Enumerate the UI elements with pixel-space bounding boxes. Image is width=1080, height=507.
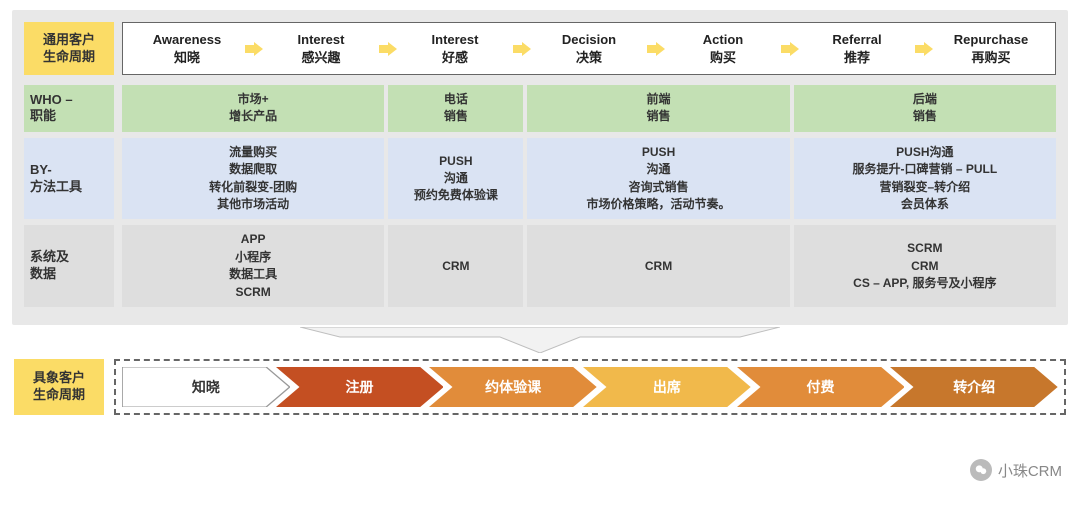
arrow-right-icon [513,41,531,57]
chevron-step: 约体验课 [429,367,597,407]
stage: Interest感兴趣 [263,31,379,66]
who-row-label: WHO – 职能 [24,85,114,132]
wechat-icon [970,459,992,481]
arrow-right-icon [245,41,263,57]
top-panel: 通用客户 生命周期 Awareness知晓 Interest感兴趣 Interest… [12,10,1068,325]
data-cell: PUSH沟通预约免费体验课 [388,138,523,220]
chevron-step: 注册 [276,367,444,407]
watermark-text: 小珠CRM [998,460,1062,481]
data-cell: 市场+增长产品 [122,85,384,132]
chevron-step: 出席 [583,367,751,407]
chevron-step: 知晓 [122,367,290,407]
arrow-right-icon [915,41,933,57]
arrow-right-icon [379,41,397,57]
data-cell: 电话销售 [388,85,523,132]
stage: Repurchase再购买 [933,31,1049,66]
stage: Interest好感 [397,31,513,66]
arrow-right-icon [781,41,799,57]
data-cell: SCRMCRMCS – APP, 服务号及小程序 [794,225,1056,307]
chevron-step: 转介绍 [890,367,1058,407]
concrete-lifecycle-row: 具象客户 生命周期 知晓注册约体验课出席付费转介绍 [12,359,1068,415]
stages-container: Awareness知晓 Interest感兴趣 Interest好感 Decision… [122,22,1056,75]
data-cell: CRM [388,225,523,307]
connector-arrow [12,327,1068,353]
stage: Referral推荐 [799,31,915,66]
watermark: 小珠CRM [970,459,1062,481]
chevron-step: 付费 [737,367,905,407]
stage: Awareness知晓 [129,31,245,66]
data-cell: 前端销售 [527,85,789,132]
stage: Action购买 [665,31,781,66]
chevron-container: 知晓注册约体验课出席付费转介绍 [114,359,1066,415]
sys-row-label: 系统及 数据 [24,225,114,307]
lifecycle-header-row: 通用客户 生命周期 Awareness知晓 Interest感兴趣 Interest… [24,22,1056,75]
data-cell: CRM [527,225,789,307]
arrow-right-icon [647,41,665,57]
data-cell: PUSH沟通服务提升-口碑营销 – PULL营销裂变–转介绍会员体系 [794,138,1056,220]
by-row: BY- 方法工具 流量购买数据爬取转化前裂变-团购其他市场活动PUSH沟通预约免… [24,138,1056,220]
concrete-lifecycle-label: 具象客户 生命周期 [14,359,104,415]
data-cell: 后端销售 [794,85,1056,132]
data-cell: APP小程序数据工具SCRM [122,225,384,307]
who-cells: 市场+增长产品电话销售前端销售后端销售 [122,85,1056,132]
generic-lifecycle-label: 通用客户 生命周期 [24,22,114,75]
sys-row: 系统及 数据 APP小程序数据工具SCRMCRMCRMSCRMCRMCS – A… [24,225,1056,307]
by-row-label: BY- 方法工具 [24,138,114,220]
data-cell: 流量购买数据爬取转化前裂变-团购其他市场活动 [122,138,384,220]
sys-cells: APP小程序数据工具SCRMCRMCRMSCRMCRMCS – APP, 服务号… [122,225,1056,307]
data-cell: PUSH沟通咨询式销售市场价格策略，活动节奏。 [527,138,789,220]
who-row: WHO – 职能 市场+增长产品电话销售前端销售后端销售 [24,85,1056,132]
stage: Decision决策 [531,31,647,66]
by-cells: 流量购买数据爬取转化前裂变-团购其他市场活动PUSH沟通预约免费体验课PUSH沟… [122,138,1056,220]
